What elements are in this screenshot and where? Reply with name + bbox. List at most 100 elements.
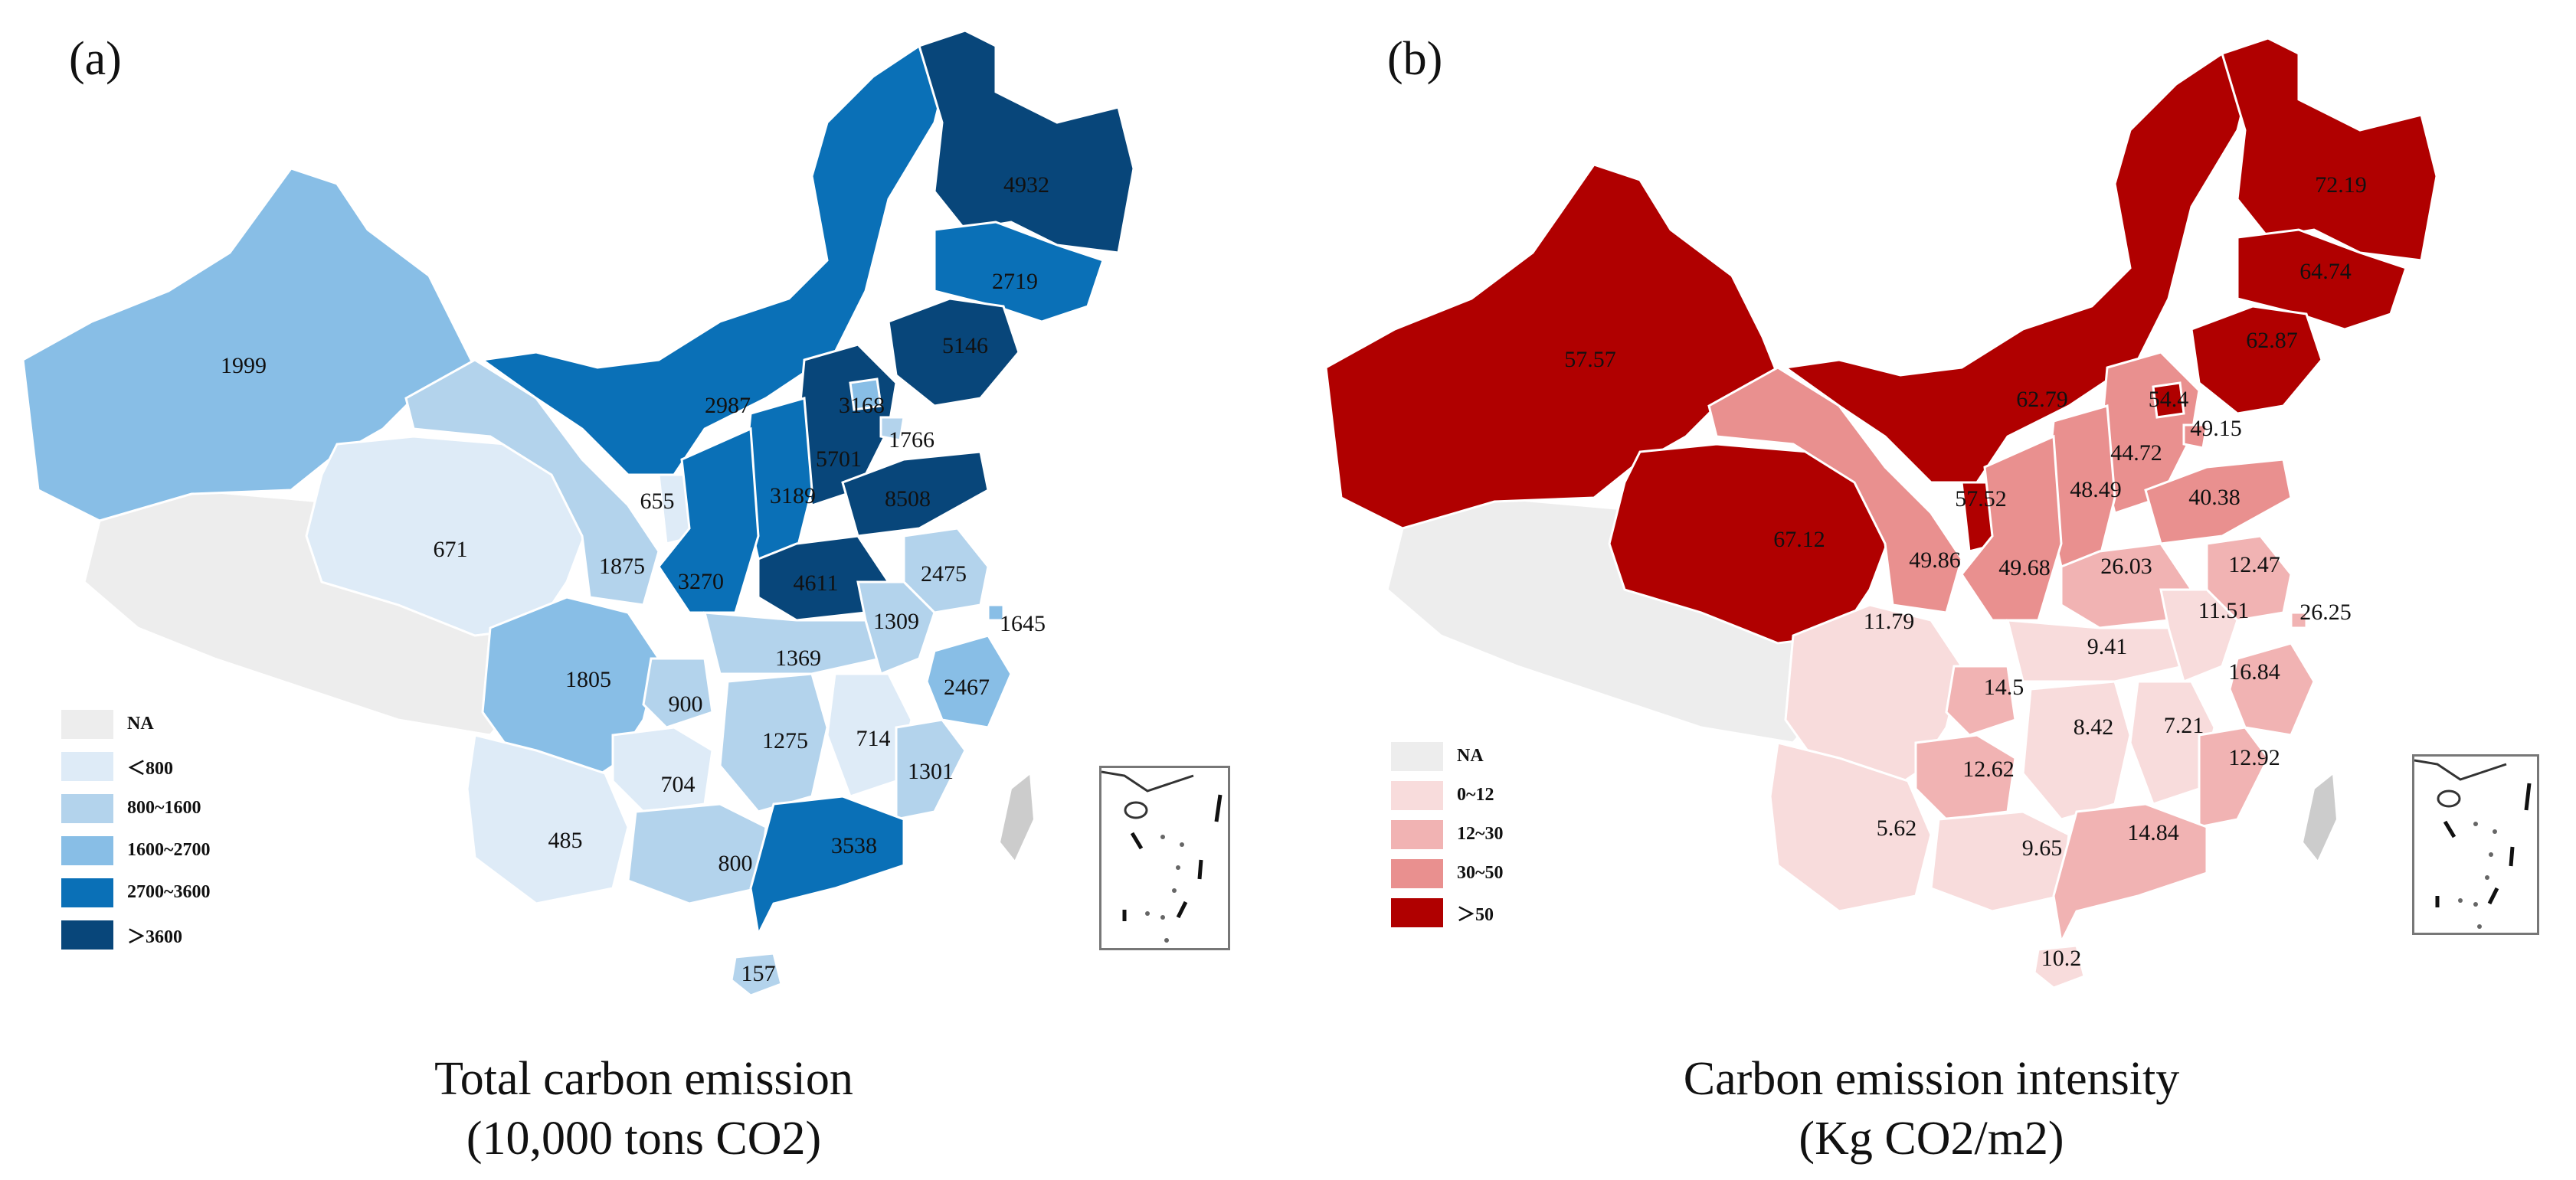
region-value: 62.87	[2246, 328, 2298, 353]
region-value: 714	[856, 726, 891, 751]
region-value: 48.49	[2070, 477, 2122, 502]
region-guangdong	[749, 795, 905, 938]
south-china-sea-inset	[2412, 754, 2539, 935]
region-jilin	[2236, 228, 2407, 331]
region-value: 49.68	[1998, 555, 2051, 580]
legend-swatch	[1391, 780, 1443, 810]
legend-label: 2700~3600	[127, 882, 211, 902]
legend-label: 0~12	[1457, 785, 1494, 805]
region-yunnan	[1769, 741, 1933, 913]
legend-item: NA	[61, 703, 210, 745]
region-value: 485	[548, 828, 583, 853]
legend-label: 12~30	[1457, 824, 1504, 844]
region-value: 2475	[921, 561, 967, 587]
region-value: 9.65	[2021, 835, 2063, 861]
region-fujian	[2198, 726, 2270, 829]
region-heilongjiang	[2221, 37, 2438, 262]
region-value: 8.42	[2073, 714, 2114, 740]
caption-title: Carbon emission intensity	[1683, 1053, 2180, 1105]
region-beijing	[2152, 381, 2185, 419]
region-value: 4932	[1003, 172, 1049, 198]
legend-label: ＞50	[1457, 905, 1494, 925]
region-xinjiang	[21, 167, 477, 522]
inset-map	[1101, 770, 1223, 943]
region-heilongjiang	[918, 29, 1135, 254]
legend-swatch	[1391, 741, 1443, 771]
legend-label: NA	[127, 714, 154, 734]
legend-swatch	[61, 793, 113, 823]
caption: Total carbon emission (10,000 tons CO2)	[0, 1049, 1288, 1169]
legend-swatch	[61, 878, 113, 907]
legend-label: ＜800	[127, 759, 173, 779]
region-beijing	[849, 378, 882, 411]
region-value: 11.51	[2198, 598, 2250, 623]
region-value: 1645	[1000, 611, 1046, 636]
region-qinghai	[305, 435, 591, 637]
region-value: 67.12	[1773, 527, 1825, 552]
region-zhejiang	[2228, 642, 2316, 737]
region-shanghai	[987, 603, 1005, 622]
region-jilin	[933, 221, 1105, 323]
legend-swatch	[61, 751, 113, 781]
panel-tag: (b)	[1387, 33, 1443, 85]
region-guizhou	[611, 726, 714, 813]
region-zhejiang	[925, 634, 1013, 729]
region-value: 12.62	[1962, 757, 2015, 782]
region-chongqing	[642, 657, 714, 729]
region-value: 671	[433, 537, 468, 562]
region-value: 14.84	[2127, 820, 2179, 845]
region-chongqing	[1945, 665, 2017, 737]
region-anhui	[856, 580, 936, 676]
region-liaoning	[2190, 305, 2323, 415]
region-value: 72.19	[2315, 172, 2367, 198]
legend: NA ＜800 800~1600 1600~2700 2700~3600 ＞36…	[61, 703, 210, 956]
legend-swatch	[61, 920, 113, 950]
region-value: 1875	[599, 554, 645, 579]
caption: Carbon emission intensity (Kg CO2/m2)	[1288, 1049, 2575, 1169]
panel-emission-intensity: (b) NA 0~12 12~30 30~50 ＞50 72.19 64.74 …	[1288, 0, 2575, 1180]
region-xinjiang	[1324, 163, 1779, 530]
region-tianjin	[2182, 423, 2208, 449]
region-liaoning	[887, 297, 1020, 407]
region-value: 26.25	[2299, 600, 2352, 625]
region-value: 26.03	[2100, 554, 2152, 579]
panel-total-emission: (a) NA ＜800 800~1600 1600~2700 2700~3600…	[0, 29, 1288, 1169]
region-value: 9.41	[2087, 634, 2128, 659]
legend-item: 1600~2700	[61, 829, 210, 871]
region-value: 2987	[705, 393, 751, 418]
region-value: 5.62	[1876, 816, 1917, 841]
region-value: 40.38	[2188, 485, 2240, 510]
china-map-emission-intensity	[1324, 37, 2438, 989]
legend-swatch	[1391, 819, 1443, 849]
region-value: 57.52	[1955, 486, 2007, 512]
region-value: 1999	[221, 353, 267, 378]
region-value: 12.47	[2228, 552, 2280, 577]
region-value: 1275	[762, 728, 808, 753]
caption-unit: (10,000 tons CO2)	[466, 1113, 822, 1165]
region-value: 1805	[565, 667, 611, 692]
legend-swatch	[61, 709, 113, 739]
region-value: 704	[660, 772, 696, 797]
region-value: 49.86	[1909, 548, 1961, 573]
region-value: 54.4	[2148, 387, 2189, 412]
region-value: 49.15	[2190, 416, 2242, 441]
legend-item: 2700~3600	[61, 871, 210, 914]
legend-label: 30~50	[1457, 863, 1504, 883]
region-value: 800	[718, 851, 753, 876]
region-tianjin	[879, 416, 905, 442]
region-value: 2467	[944, 675, 990, 700]
legend-item: ＞50	[1391, 893, 1503, 932]
region-value: 44.72	[2110, 440, 2162, 466]
legend-label: ＞3600	[127, 927, 182, 947]
region-value: 7.21	[2163, 713, 2204, 738]
china-map-total-emission	[21, 29, 1135, 997]
region-guangdong	[2052, 802, 2208, 946]
region-taiwan	[998, 772, 1036, 863]
region-value: 3168	[839, 393, 885, 418]
region-value: 8508	[885, 486, 931, 512]
legend: NA 0~12 12~30 30~50 ＞50	[1391, 737, 1503, 932]
region-hunan	[718, 672, 829, 813]
caption-unit: (Kg CO2/m2)	[1799, 1113, 2064, 1165]
region-value: 1766	[889, 427, 934, 453]
region-value: 1301	[908, 759, 954, 784]
